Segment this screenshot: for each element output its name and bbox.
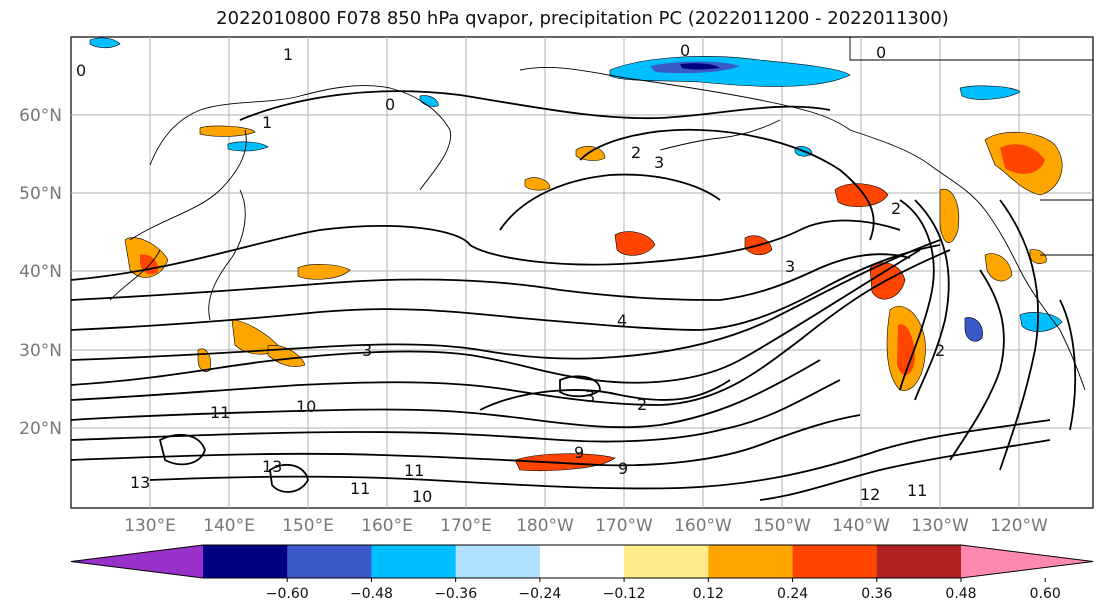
contour-label: 3 [785, 257, 795, 276]
colorbar-bin [876, 545, 962, 578]
colorbar-extend-low [71, 545, 203, 578]
contour-label: 3 [585, 387, 595, 406]
lat-label: 40°N [19, 262, 62, 282]
contour-label: 11 [210, 403, 230, 422]
lon-label: 140°W [832, 516, 890, 536]
contour-label: 4 [617, 311, 627, 330]
colorbar-tick-label: −0.60 [266, 586, 309, 601]
contour-label: 2 [935, 341, 945, 360]
lon-label: 130°E [124, 516, 176, 536]
contour-label: 13 [262, 457, 282, 476]
colorbar-tick-label: 0.12 [693, 586, 724, 601]
contour-label: 2 [891, 199, 901, 218]
colorbar-bin [539, 545, 625, 578]
colorbar-bin [792, 545, 878, 578]
longitude-labels: 130°E 140°E 150°E 160°E 170°E 180°W 170°… [124, 516, 1048, 536]
lon-label: 160°W [674, 516, 732, 536]
colorbar-tick-label: −0.48 [350, 586, 393, 601]
lon-label: 170°W [595, 516, 653, 536]
map-area: 1 1 0 0 2 2 3 3 4 3 2 3 10 11 9 9 11 11 … [70, 36, 1094, 509]
contour-label: 9 [618, 459, 628, 478]
colorbar-tick-label: 0.48 [945, 586, 976, 601]
contour-labels: 1 1 0 0 2 2 3 3 4 3 2 3 10 11 9 9 11 11 … [76, 41, 945, 506]
contour-label: 12 [860, 485, 880, 504]
colorbar-tick-label: 0.60 [1030, 586, 1061, 601]
contour-label: 10 [412, 487, 432, 506]
contour-label: 11 [404, 461, 424, 480]
lat-label: 20°N [19, 419, 62, 439]
contour-label: 2 [637, 395, 647, 414]
colorbar-tick-label: 0.36 [861, 586, 892, 601]
lon-label: 180°W [516, 516, 574, 536]
colorbar-bin [203, 545, 288, 578]
colorbar-bin [455, 545, 541, 578]
contour-label: 10 [296, 397, 316, 416]
contour-label: 0 [385, 95, 395, 114]
colorbar-tick-label: −0.24 [518, 586, 561, 601]
contour-label: 0 [76, 61, 86, 80]
contour-label: 13 [130, 473, 150, 492]
precip-patches [89, 37, 1063, 471]
contour-label: 11 [907, 481, 927, 500]
qvapor-contours [70, 90, 1077, 501]
contour-label: 9 [574, 443, 584, 462]
lon-label: 130°W [911, 516, 969, 536]
colorbar-bin [287, 545, 372, 578]
contour-label: 1 [283, 45, 293, 64]
colorbar-tick-label: 0.24 [777, 586, 808, 601]
coastlines [109, 37, 1093, 391]
contour-label: 3 [654, 153, 664, 172]
map-title: 2022010800 F078 850 hPa qvapor, precipit… [216, 8, 949, 29]
colorbar-bin [708, 545, 794, 578]
colorbar: −0.60 −0.48 −0.36 −0.24 −0.12 0.12 0.24 0.36 0.4… [70, 544, 1094, 601]
colorbar-tick-label: −0.36 [434, 586, 477, 601]
contour-label: 1 [262, 113, 272, 132]
lat-label: 60°N [19, 106, 62, 126]
latitude-labels: 60°N 50°N 40°N 30°N 20°N [19, 106, 62, 439]
contour-label: 2 [631, 143, 641, 162]
colorbar-extend-high [961, 545, 1093, 578]
colorbar-bin [624, 545, 709, 578]
lon-label: 170°E [440, 516, 492, 536]
contour-label: 11 [350, 479, 370, 498]
lat-label: 50°N [19, 184, 62, 204]
colorbar-tick-label: −0.12 [603, 586, 646, 601]
lon-label: 150°E [282, 516, 334, 536]
lon-label: 160°E [361, 516, 413, 536]
lon-label: 120°W [990, 516, 1048, 536]
contour-label: 0 [680, 41, 690, 60]
lon-label: 150°W [753, 516, 811, 536]
lat-label: 30°N [19, 341, 62, 361]
contour-label: 0 [876, 43, 886, 62]
colorbar-bin [371, 545, 457, 578]
contour-label: 3 [362, 341, 372, 360]
lon-label: 140°E [203, 516, 255, 536]
